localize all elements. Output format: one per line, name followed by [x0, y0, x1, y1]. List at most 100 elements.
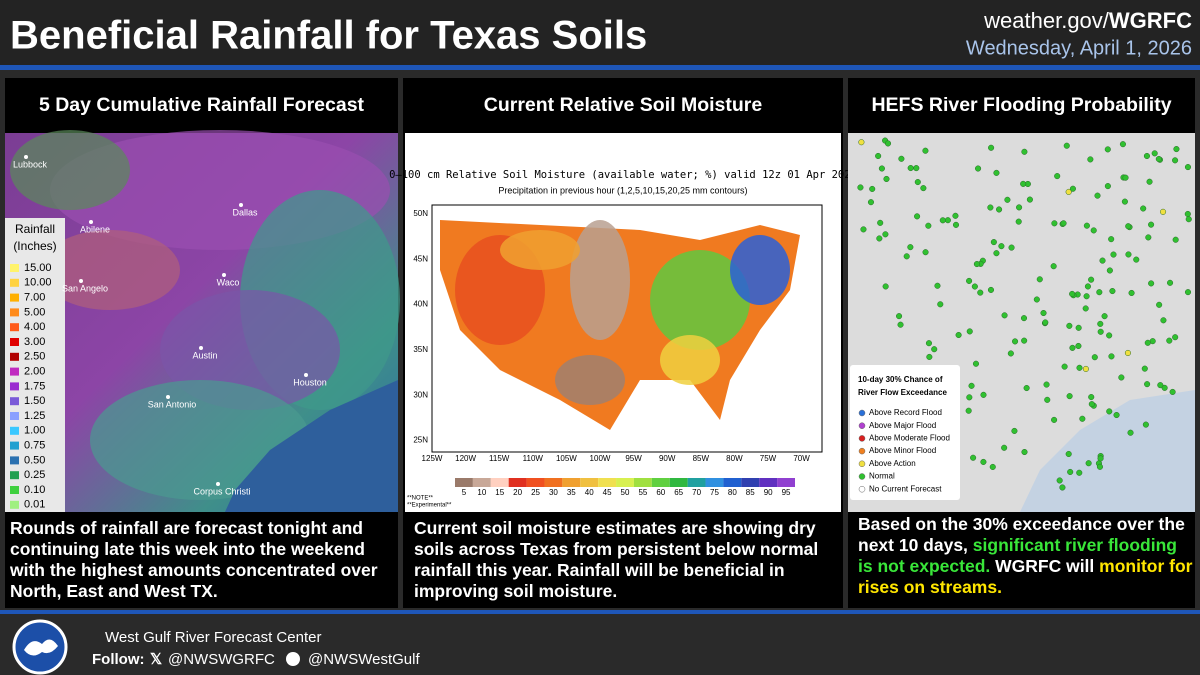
gauge-dot	[1001, 444, 1008, 451]
gauge-dot	[925, 222, 932, 229]
note: **NOTE**	[407, 496, 434, 502]
gauge-dot	[875, 152, 882, 160]
soil-map-subtitle: Precipitation in previous hour (1,2,5,10…	[498, 185, 747, 195]
rain-swatch	[10, 486, 19, 494]
x-handle[interactable]: @NWSWGRFC	[168, 651, 275, 668]
gauge-dot	[1043, 381, 1050, 388]
gauge-dot	[1075, 324, 1082, 331]
colorbar-label: 30	[549, 488, 558, 497]
gauge-dot	[934, 282, 941, 289]
rain-legend-label: 3.00	[24, 336, 45, 348]
gauge-dot	[975, 165, 982, 172]
colorbar-cell	[633, 478, 652, 487]
gauge-dot	[1133, 256, 1140, 263]
gauge-dot	[1036, 276, 1043, 283]
gauge-dot	[1075, 342, 1082, 350]
colorbar-cell	[759, 478, 778, 487]
gauge-dot	[1184, 289, 1192, 296]
gauge-dot	[913, 165, 920, 172]
colorbar-cell	[723, 478, 742, 487]
header-stripe	[0, 65, 1200, 70]
gauge-dot	[882, 231, 889, 238]
lon-label: 80W	[726, 454, 743, 463]
rain-legend-label: 1.75	[24, 380, 45, 392]
gauge-dot	[1007, 350, 1014, 357]
soil-area	[570, 220, 630, 340]
gauge-dot	[1125, 251, 1132, 258]
gauge-dot	[914, 213, 921, 220]
gauge-dot	[965, 407, 972, 414]
flood-legend-label: Above Minor Flood	[869, 446, 936, 455]
city-dot	[222, 273, 226, 277]
gauge-dot	[1101, 313, 1108, 320]
colorbar-label: 15	[495, 488, 504, 497]
city-label: Waco	[217, 277, 240, 287]
gauge-dot	[971, 283, 978, 290]
city-label: Dallas	[232, 207, 258, 217]
colorbar-label: 70	[692, 488, 701, 497]
gauge-dot	[867, 199, 875, 206]
rain-legend-units: (Inches)	[13, 239, 56, 253]
rain-legend-label: 15.00	[24, 262, 52, 274]
gauge-dot	[1121, 198, 1128, 205]
colorbar-label: 55	[638, 488, 647, 497]
gulf-water	[1020, 390, 1195, 512]
rain-swatch	[10, 338, 19, 346]
gauge-dot	[972, 360, 980, 367]
flood-swatch	[858, 435, 866, 442]
soil-area	[730, 235, 790, 305]
lon-label: 75W	[760, 454, 777, 463]
gauge-dot	[858, 139, 865, 146]
flood-legend-label: Above Moderate Flood	[869, 434, 950, 443]
x-icon: 𝕏	[150, 651, 162, 668]
gauge-dot	[1184, 164, 1192, 171]
rain-legend-label: 4.00	[24, 321, 45, 333]
lat-label: 40N	[413, 300, 428, 309]
gauge-dot	[869, 185, 876, 192]
gauge-dot	[1094, 192, 1101, 199]
gauge-dot	[1172, 334, 1179, 341]
fb-handle[interactable]: @NWSWestGulf	[308, 651, 420, 668]
rain-swatch	[10, 352, 19, 361]
rain-legend-label: 7.00	[24, 292, 45, 304]
colorbar-label: 60	[656, 488, 665, 497]
gauge-dot	[1160, 317, 1167, 324]
colorbar-cell	[508, 478, 527, 487]
gauge-dot	[1087, 156, 1094, 163]
gauge-dot	[973, 261, 980, 268]
gauge-dot	[857, 184, 864, 191]
gauge-dot	[898, 155, 905, 162]
panel-heading: HEFS River Flooding Probability	[871, 94, 1171, 116]
rain-legend-label: 0.25	[24, 469, 45, 481]
gauge-dot	[1088, 401, 1095, 408]
gauge-dot	[1172, 157, 1179, 164]
gauge-dot	[977, 289, 984, 296]
gauge-dot	[1144, 339, 1151, 346]
gauge-dot	[922, 249, 929, 256]
colorbar-label: 5	[462, 488, 467, 497]
rain-legend-label: 10.00	[24, 277, 52, 289]
lon-label: 90W	[659, 454, 676, 463]
gauge-dot	[1156, 301, 1163, 308]
gauge-dot	[1106, 408, 1113, 415]
rain-legend-label: 1.00	[24, 425, 45, 437]
lat-label: 50N	[413, 209, 428, 218]
colorbar-cell	[472, 478, 491, 487]
rain-swatch	[10, 500, 19, 509]
gauge-dot	[1060, 220, 1067, 227]
gauge-dot	[1082, 365, 1089, 372]
rain-legend-label: 0.01	[24, 499, 45, 511]
gauge-dot	[989, 463, 996, 470]
lon-label: 85W	[693, 454, 710, 463]
gauge-dot	[1110, 251, 1117, 258]
logo-cloud	[24, 639, 58, 656]
header-bg	[0, 0, 1200, 65]
site-prefix: weather.gov/	[983, 8, 1110, 33]
gauge-dot	[1173, 146, 1180, 153]
rain-swatch	[10, 308, 19, 317]
gauge-dot	[1083, 293, 1090, 300]
flood-swatch	[858, 473, 866, 480]
colorbar-label: 85	[746, 488, 755, 497]
flood-legend-title: 10-day 30% Chance of	[858, 375, 943, 384]
